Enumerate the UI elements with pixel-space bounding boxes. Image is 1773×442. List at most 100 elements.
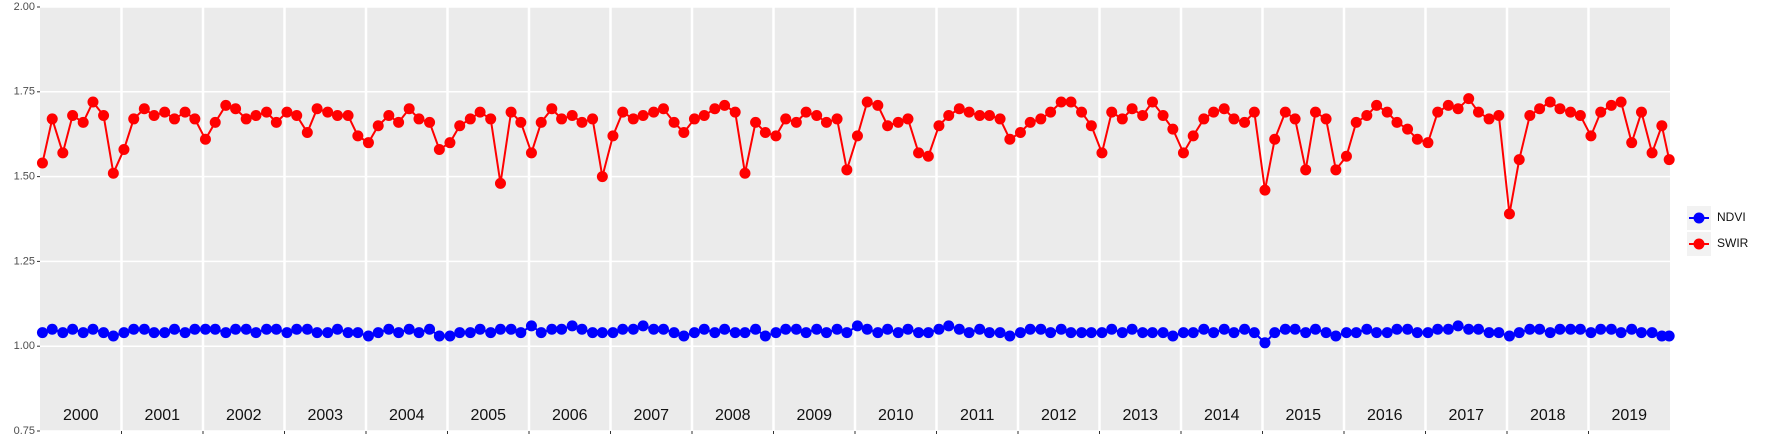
point: [36, 157, 48, 169]
series: [36, 93, 1675, 220]
point: [118, 143, 130, 155]
point: [627, 113, 639, 125]
point: [98, 110, 110, 122]
point: [424, 116, 436, 128]
point: [994, 113, 1006, 125]
point: [148, 110, 160, 122]
point: [128, 323, 140, 335]
point: [1126, 323, 1138, 335]
point: [270, 116, 282, 128]
point: [770, 327, 782, 339]
point: [1076, 327, 1088, 339]
point: [1663, 154, 1675, 166]
point: [67, 110, 79, 122]
point: [230, 323, 242, 335]
point: [1371, 99, 1383, 111]
point: [1289, 323, 1301, 335]
point: [1085, 120, 1097, 132]
point: [1381, 106, 1393, 118]
point: [943, 110, 955, 122]
point: [250, 327, 262, 339]
point: [1309, 106, 1321, 118]
point: [1218, 103, 1230, 115]
x-tick-label: 2004: [389, 407, 425, 424]
point: [1524, 110, 1536, 122]
point: [362, 137, 374, 149]
point: [77, 116, 89, 128]
point: [1656, 120, 1668, 132]
point: [811, 110, 823, 122]
point: [331, 323, 343, 335]
point: [820, 116, 832, 128]
point: [36, 327, 48, 339]
point: [464, 327, 476, 339]
point: [98, 327, 110, 339]
point: [872, 99, 884, 111]
point: [1340, 150, 1352, 162]
point: [107, 330, 119, 342]
point: [1574, 323, 1586, 335]
x-tick-label: 2006: [552, 407, 588, 424]
point: [57, 147, 69, 159]
point: [433, 330, 445, 342]
point: [780, 323, 792, 335]
point: [1524, 323, 1536, 335]
point: [1626, 137, 1638, 149]
point: [189, 113, 201, 125]
point: [322, 106, 334, 118]
x-tick-label: 2012: [1041, 407, 1077, 424]
point: [393, 327, 405, 339]
point: [291, 323, 303, 335]
x-tick-label: 2015: [1285, 407, 1321, 424]
legend-point: [1693, 238, 1705, 250]
point: [729, 106, 741, 118]
point: [983, 110, 995, 122]
point: [841, 327, 853, 339]
legend-label: NDVI: [1717, 210, 1746, 224]
point: [372, 327, 384, 339]
y-tick-label: 1.25: [14, 255, 35, 267]
point: [138, 323, 150, 335]
point: [1635, 106, 1647, 118]
y-tick-label: 1.75: [14, 86, 35, 98]
point: [596, 327, 608, 339]
x-tick-label: 2017: [1448, 407, 1484, 424]
point: [1330, 164, 1342, 176]
point: [1157, 327, 1169, 339]
point: [1320, 327, 1332, 339]
point: [515, 116, 527, 128]
point: [1391, 323, 1403, 335]
point: [1055, 323, 1067, 335]
point: [1085, 327, 1097, 339]
point: [128, 113, 140, 125]
point: [352, 327, 364, 339]
point: [546, 323, 558, 335]
point: [963, 327, 975, 339]
point: [1513, 327, 1525, 339]
point: [607, 130, 619, 142]
point: [1004, 133, 1016, 145]
point: [454, 327, 466, 339]
point: [1463, 93, 1475, 105]
point: [861, 96, 873, 108]
point: [607, 327, 619, 339]
point: [1259, 337, 1271, 349]
point: [596, 171, 608, 183]
x-tick-label: 2011: [960, 407, 995, 424]
point: [1595, 106, 1607, 118]
point: [250, 110, 262, 122]
point: [1167, 330, 1179, 342]
point: [1503, 208, 1515, 220]
point: [230, 103, 242, 115]
point: [261, 106, 273, 118]
point: [668, 116, 680, 128]
y-tick-label: 1.00: [14, 340, 35, 352]
point: [454, 120, 466, 132]
point: [1116, 327, 1128, 339]
point: [87, 323, 99, 335]
point: [67, 323, 79, 335]
point: [1228, 327, 1240, 339]
point: [1248, 106, 1260, 118]
point: [525, 320, 537, 332]
x-tick-label: 2000: [63, 407, 99, 424]
